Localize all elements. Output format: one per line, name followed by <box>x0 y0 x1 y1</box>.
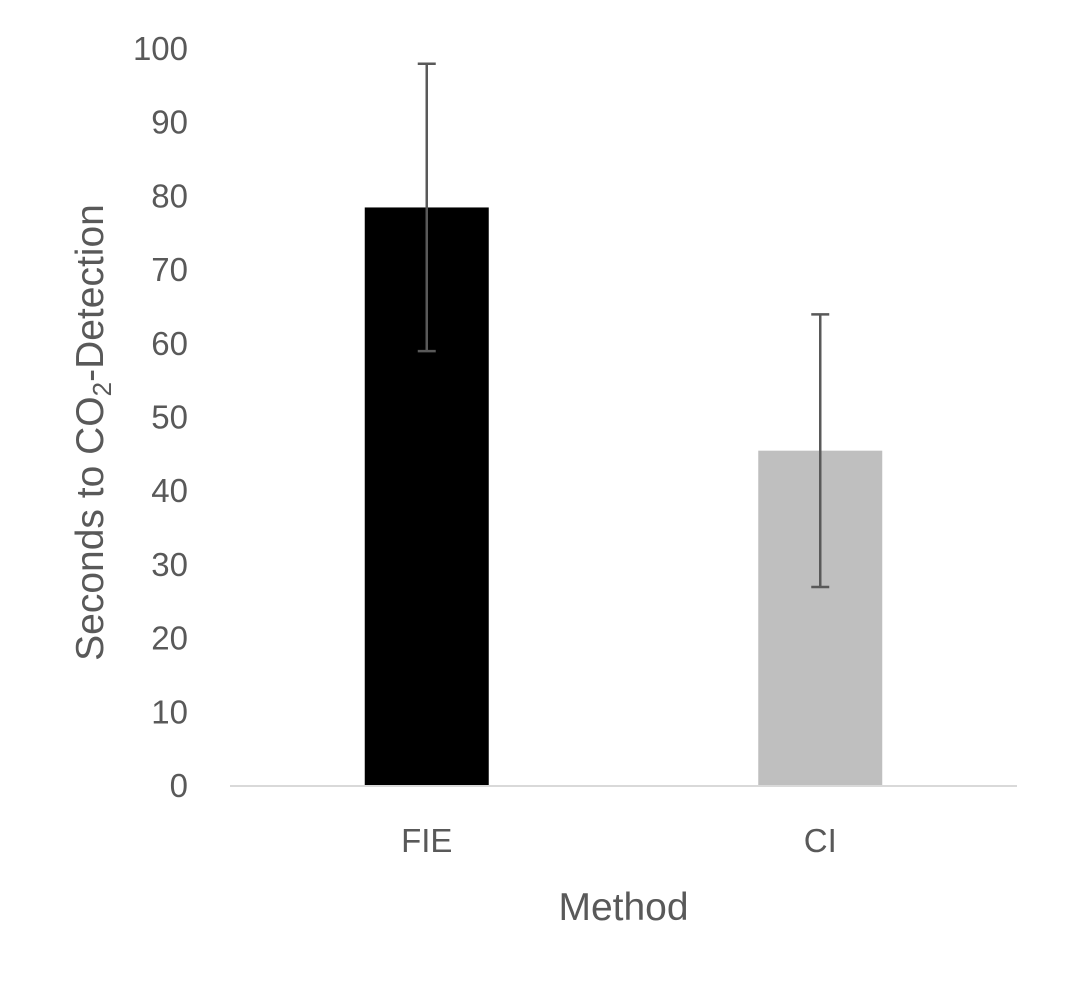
x-tick-label: FIE <box>401 822 452 859</box>
y-axis-title: Seconds to CO2-Detection <box>69 204 117 661</box>
y-axis-title-suffix: -Detection <box>69 204 112 382</box>
y-tick-label: 10 <box>151 693 188 730</box>
y-tick-label: 80 <box>151 177 188 214</box>
bars-group <box>364 207 883 786</box>
x-tick-label: CI <box>804 822 837 859</box>
x-axis-categories: FIE CI <box>401 822 837 859</box>
y-tick-label: 90 <box>151 104 188 141</box>
y-axis-title-main: Seconds to CO <box>69 396 112 660</box>
y-tick-label: 0 <box>170 767 188 804</box>
y-tick-label: 30 <box>151 546 188 583</box>
y-axis-title-subscript: 2 <box>87 382 117 396</box>
y-tick-label: 70 <box>151 251 188 288</box>
y-tick-label: 60 <box>151 325 188 362</box>
y-axis-ticks: 0 10 20 30 40 50 60 70 80 90 100 <box>133 30 188 804</box>
error-bars-group <box>417 62 830 589</box>
y-tick-label: 20 <box>151 620 188 657</box>
y-tick-label: 100 <box>133 30 188 67</box>
y-tick-label: 40 <box>151 472 188 509</box>
y-tick-label: 50 <box>151 399 188 436</box>
x-axis-title: Method <box>558 886 688 929</box>
